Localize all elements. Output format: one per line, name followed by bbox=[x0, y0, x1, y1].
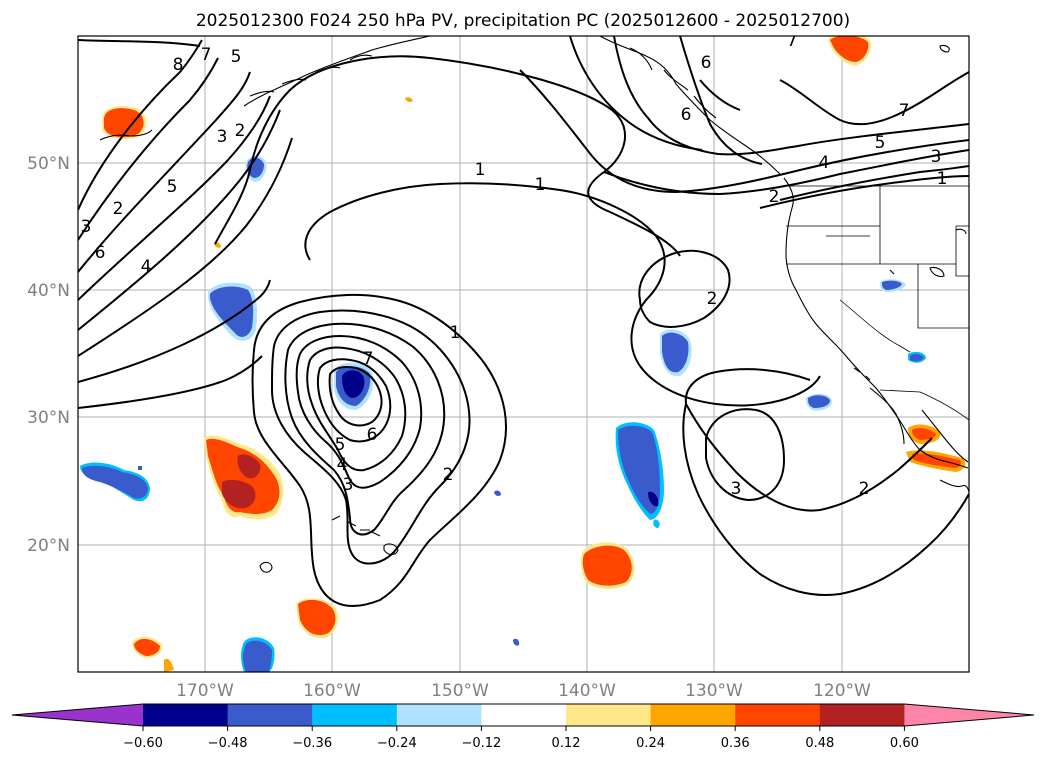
contour-label: 1 bbox=[450, 323, 461, 343]
coastlines bbox=[99, 36, 969, 573]
contour-label: 5 bbox=[231, 47, 242, 67]
colorbar-tick-label: −0.48 bbox=[208, 736, 248, 751]
colorbar-segment bbox=[312, 704, 398, 726]
contour-label: 5 bbox=[335, 435, 346, 455]
lat-label: 30°N bbox=[27, 408, 70, 428]
pv-contours bbox=[78, 36, 969, 607]
contour-label: 3 bbox=[343, 475, 354, 495]
precipitation-shading bbox=[80, 36, 966, 672]
colorbar: −0.60 −0.48 −0.36 −0.24 −0.12 0.12 0.24 0.36 0.4… bbox=[11, 703, 1035, 751]
contour-labels: 8 7 3 2 5 6 4 1 7 6 5 4 3 2 1 1 7 5 4 6 bbox=[81, 31, 948, 499]
colorbar-tick-label: 0.60 bbox=[890, 736, 919, 751]
lon-label: 160°W bbox=[303, 681, 361, 701]
colorbar-segment bbox=[481, 704, 567, 726]
colorbar-segment bbox=[396, 704, 482, 726]
contour-label: 6 bbox=[95, 243, 106, 263]
colorbar-tick-label: −0.24 bbox=[377, 736, 417, 751]
lon-label: 130°W bbox=[685, 681, 743, 701]
colorbar-tick-label: 0.24 bbox=[636, 736, 665, 751]
contour-label: 1 bbox=[937, 169, 948, 189]
map-area: 8 7 3 2 5 6 4 1 7 6 5 4 3 2 1 1 7 5 4 6 bbox=[77, 31, 970, 673]
colorbar-segment bbox=[566, 704, 652, 726]
lon-label: 120°W bbox=[813, 681, 871, 701]
colorbar-tick-label: −0.36 bbox=[292, 736, 332, 751]
lon-label: 140°W bbox=[558, 681, 616, 701]
colorbar-tick-label: −0.60 bbox=[123, 736, 163, 751]
contour-label: 8 bbox=[173, 55, 184, 75]
contour-label: 6 bbox=[367, 425, 378, 445]
contour-label: 5 bbox=[875, 133, 886, 153]
colorbar-tick-label: 0.12 bbox=[552, 736, 581, 751]
contour-label: 7 bbox=[787, 31, 798, 51]
contour-label: 2 bbox=[113, 199, 124, 219]
contour-label: 4 bbox=[141, 257, 152, 277]
colorbar-segment bbox=[227, 704, 313, 726]
colorbar-segment bbox=[735, 704, 821, 726]
contour-label: 2 bbox=[707, 289, 718, 309]
contour-label: 3 bbox=[731, 479, 742, 499]
contour-label: 3 bbox=[81, 217, 92, 237]
lon-label: 150°W bbox=[431, 681, 489, 701]
contour-label: 7 bbox=[363, 349, 374, 369]
country-borders bbox=[780, 185, 969, 421]
contour-label: 3 bbox=[217, 127, 228, 147]
contour-label: 7 bbox=[899, 101, 910, 121]
lon-label: 170°W bbox=[176, 681, 234, 701]
map-title: 2025012300 F024 250 hPa PV, precipitatio… bbox=[196, 11, 850, 31]
lat-label: 20°N bbox=[27, 536, 70, 556]
contour-label: 3 bbox=[931, 147, 942, 167]
colorbar-tick-label: −0.12 bbox=[461, 736, 501, 751]
colorbar-extend-low bbox=[12, 704, 143, 726]
contour-label: 4 bbox=[819, 153, 830, 173]
colorbar-extend-high bbox=[904, 704, 1034, 726]
contour-label: 4 bbox=[337, 455, 348, 475]
colorbar-segment bbox=[143, 704, 229, 726]
contour-label: 5 bbox=[167, 177, 178, 197]
contour-label: 7 bbox=[201, 45, 212, 65]
contour-label: 1 bbox=[535, 175, 546, 195]
contour-label: 6 bbox=[701, 53, 712, 73]
map-frame bbox=[77, 35, 970, 673]
contour-label: 2 bbox=[769, 187, 780, 207]
lat-label: 50°N bbox=[27, 154, 70, 174]
contour-label: 2 bbox=[859, 479, 870, 499]
contour-label: 1 bbox=[475, 160, 486, 180]
contour-label: 2 bbox=[235, 121, 246, 141]
colorbar-segment bbox=[650, 704, 736, 726]
longitude-labels: 170°W 160°W 150°W 140°W 130°W 120°W bbox=[176, 681, 871, 701]
latitude-labels: 50°N 40°N 30°N 20°N bbox=[27, 154, 70, 556]
lat-label: 40°N bbox=[27, 281, 70, 301]
contour-label: 6 bbox=[681, 105, 692, 125]
colorbar-tick-label: 0.36 bbox=[721, 736, 750, 751]
colorbar-tick-label: 0.48 bbox=[805, 736, 834, 751]
contour-label: 2 bbox=[443, 465, 454, 485]
colorbar-segment bbox=[819, 704, 905, 726]
